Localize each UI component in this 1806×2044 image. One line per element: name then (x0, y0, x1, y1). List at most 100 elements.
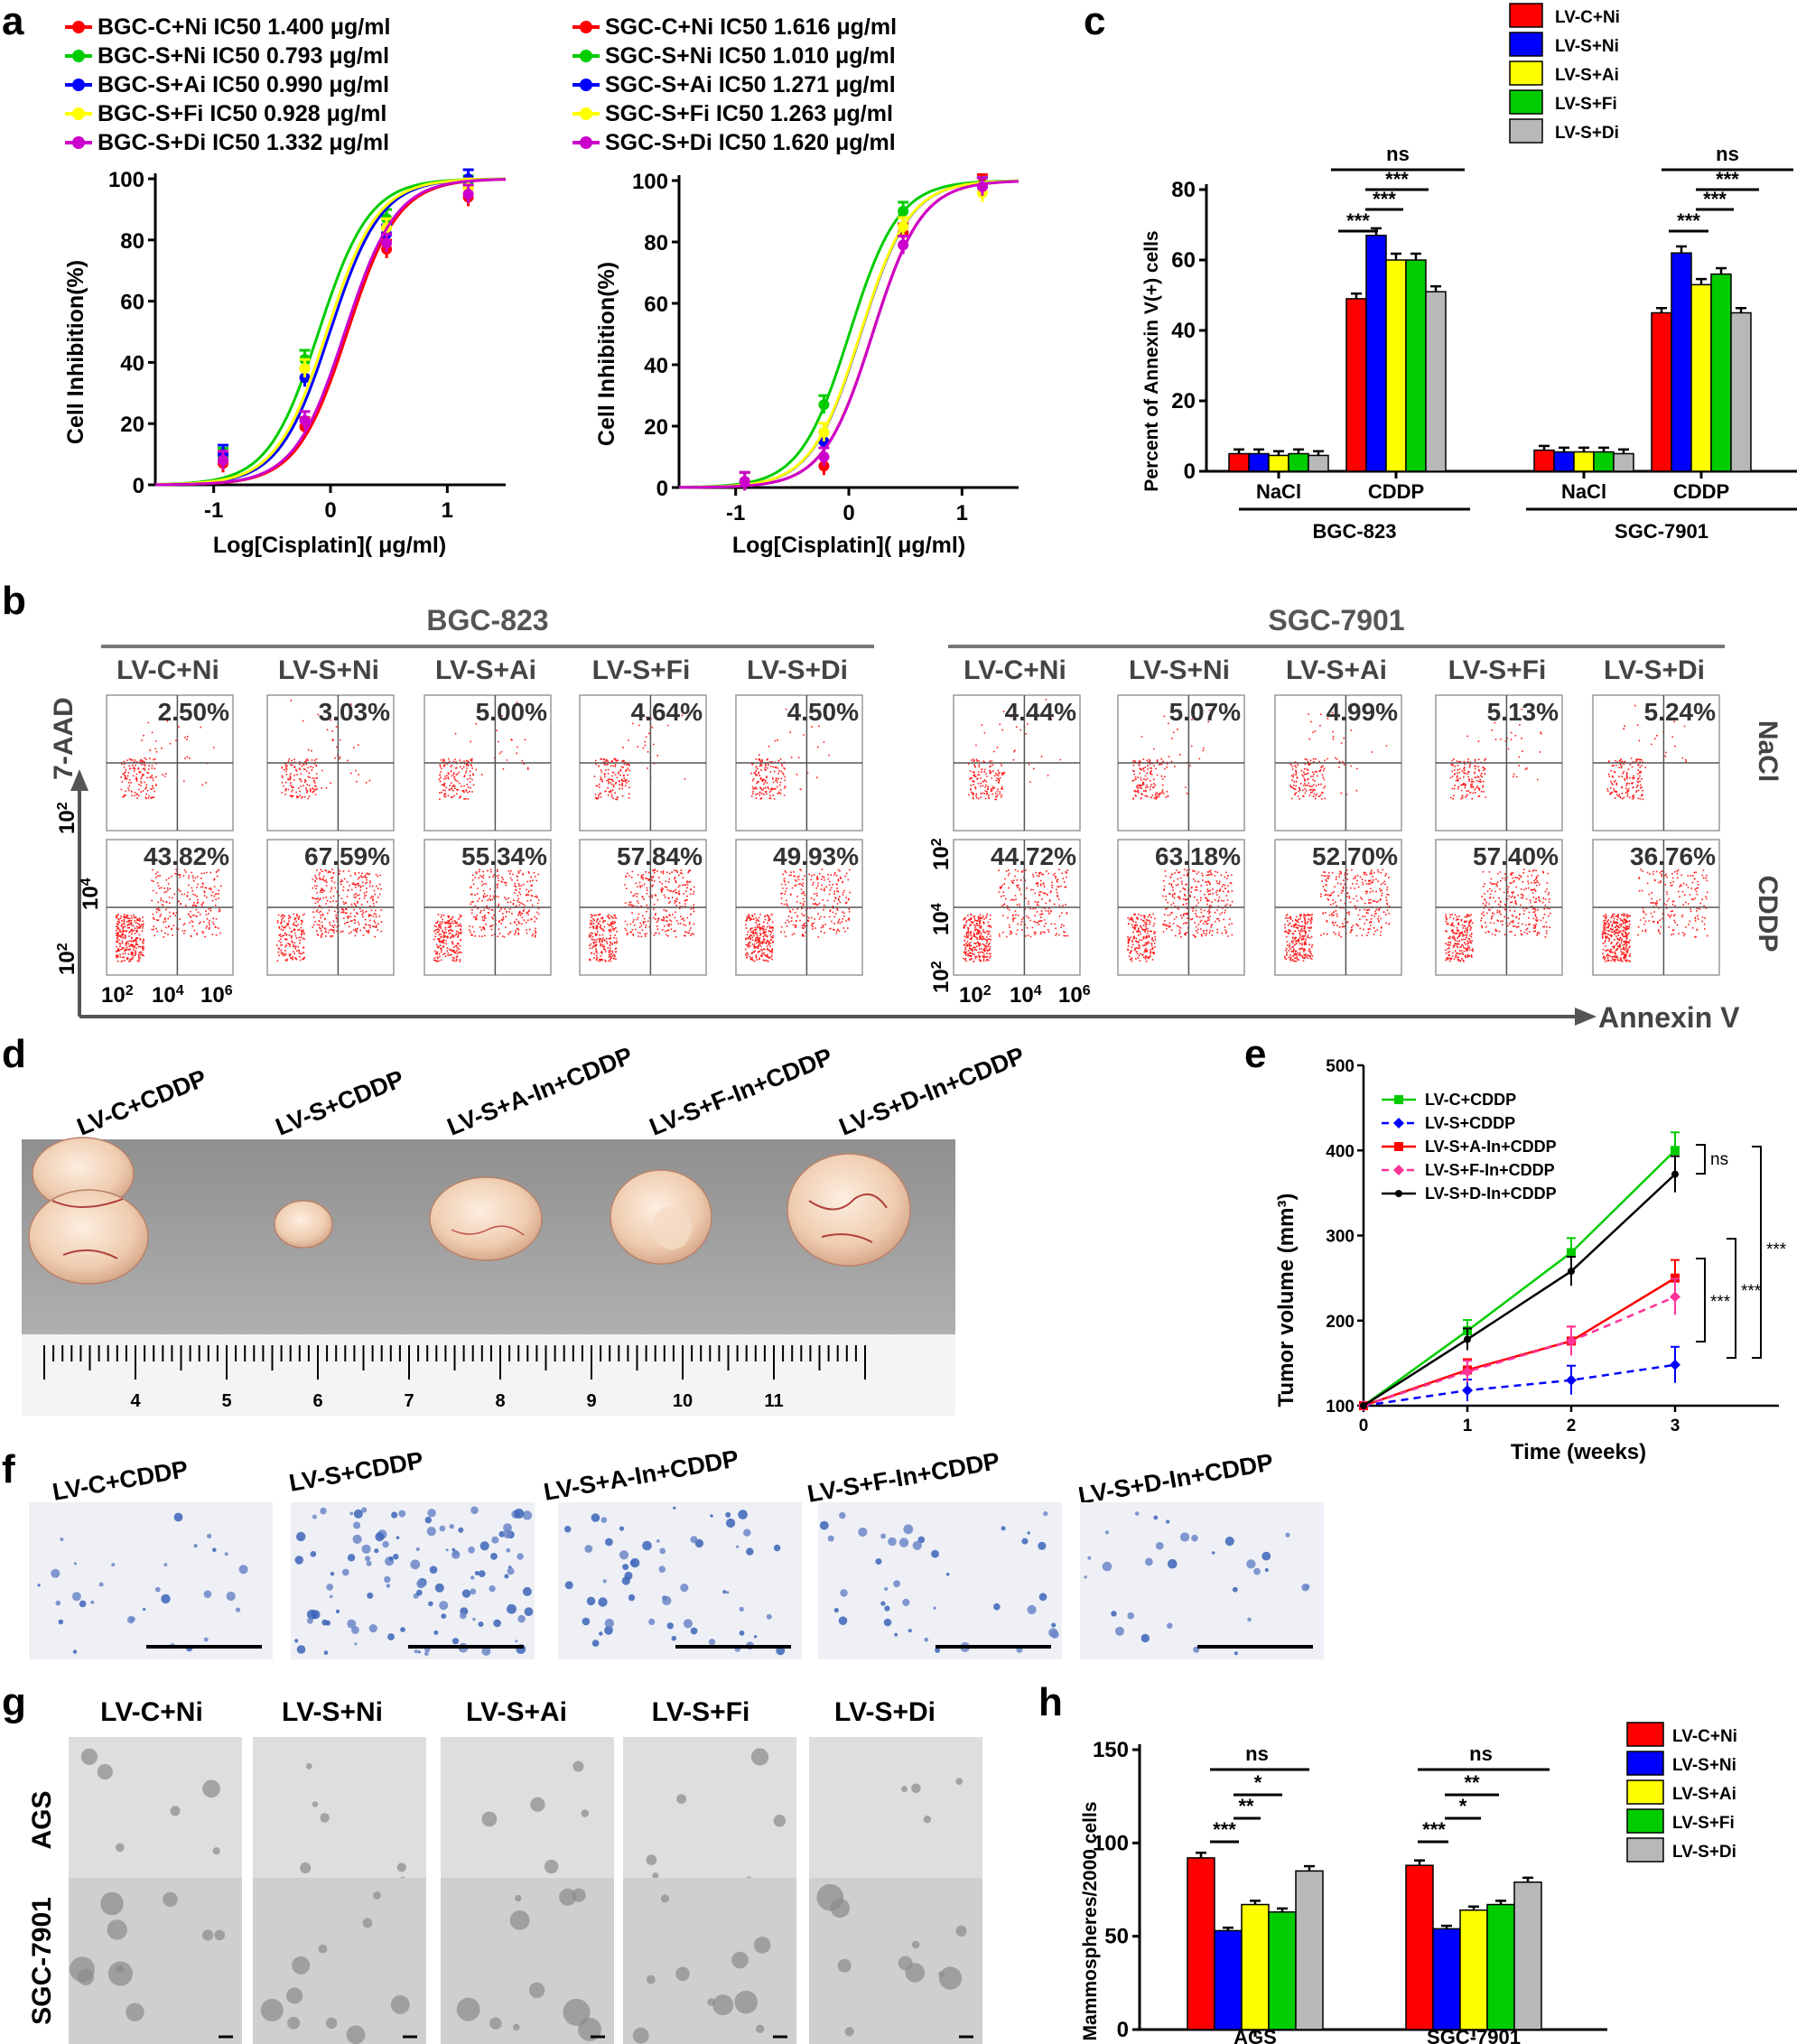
sphere (202, 1779, 220, 1798)
legend-marker (1394, 1095, 1403, 1104)
sphere (660, 1894, 669, 1903)
b-xtick-exp: 2 (983, 983, 991, 999)
flow-plot: 4.50% (735, 694, 863, 832)
b-row-label-nacl: NaCl (1753, 720, 1783, 782)
g-header: LV-S+Ni (282, 1697, 383, 1727)
sig-stars: *** (1385, 168, 1409, 190)
flow-plot: 5.00% (424, 694, 552, 832)
legend-swatch (1626, 1751, 1664, 1776)
data-point (381, 237, 393, 249)
panel-label-h: h (1038, 1680, 1063, 1724)
scatter-dots (593, 714, 686, 801)
sphere (100, 1891, 124, 1916)
y-tick-label: 60 (1171, 248, 1196, 273)
y-tick-label: 50 (1104, 1925, 1129, 1949)
sig-stars: *** (1346, 209, 1370, 232)
stained-cell (880, 1601, 886, 1606)
g-header: LV-S+Ai (466, 1697, 567, 1727)
sphere (170, 1806, 181, 1816)
b-flow-plots: 2.50% 3.03% 5.00% 4.64% 4.50% 43.82% 67.59% 55.… (106, 694, 1720, 976)
sig-ns: ns (1245, 1742, 1269, 1765)
flow-plot: 2.50% (106, 694, 234, 832)
ruler-number: 8 (495, 1391, 505, 1411)
c-xgroups: BGC-823 SGC-7901 (1239, 507, 1797, 543)
tumor-4 (610, 1169, 712, 1265)
sig-ns: ns (1716, 143, 1739, 165)
panel-a: BGC-C+Ni IC50 1.400 μg/ml BGC-S+Ni IC50 … (63, 14, 1019, 558)
panel-d: 4 5 6 7 8 9 10 11 LV-C+CDDP LV-S+CDD (22, 1042, 1029, 1416)
sphere (97, 1763, 113, 1780)
sphere-background (69, 1878, 242, 2044)
x-tick-label: CDDP (1368, 480, 1424, 503)
sphere (734, 1990, 758, 2014)
bar (1308, 454, 1329, 472)
stained-cell (479, 1541, 489, 1551)
stained-cell (330, 1572, 335, 1576)
sphere (712, 1994, 734, 2016)
sphere (573, 1761, 584, 1772)
stained-cell (353, 1509, 363, 1519)
flow-percentage: 55.34% (461, 842, 547, 870)
stained-cell (838, 1616, 848, 1625)
flow-percentage: 4.99% (1327, 698, 1398, 726)
stained-cell (452, 1638, 460, 1645)
sig-stars: *** (1716, 168, 1739, 190)
sphere (396, 1863, 406, 1872)
flow-plot: 55.34% (424, 839, 552, 976)
flow-plot: 4.44% (953, 694, 1081, 832)
d-labels: LV-C+CDDP LV-S+CDDP LV-S+A-In+CDDP LV-S+… (73, 1042, 1029, 1141)
stained-cell (1167, 1622, 1173, 1629)
fit-curve (154, 177, 507, 487)
stained-cell (621, 1576, 630, 1585)
stained-cell (51, 1568, 61, 1578)
sphere (901, 1786, 908, 1793)
stained-cell (726, 1591, 730, 1594)
panel-label-f: f (2, 1447, 15, 1491)
stained-cell (1084, 1575, 1087, 1579)
g-header: LV-C+Ni (100, 1697, 203, 1727)
y-tick-label: 20 (644, 415, 668, 440)
e-legend: LV-C+CDDP LV-S+CDDP LV-S+A-In+CDDP LV-S+… (1425, 1091, 1557, 1203)
series-line (1363, 1173, 1676, 1408)
stained-cell (662, 1595, 672, 1606)
stained-cell (203, 1590, 212, 1598)
scatter-dots (963, 869, 1069, 962)
legend-swatch (1509, 118, 1543, 144)
stained-cell (321, 1619, 329, 1626)
stained-cell (710, 1514, 713, 1518)
data-point (299, 372, 311, 384)
stained-cell (375, 1532, 385, 1542)
x-tick-label: 1 (442, 498, 453, 523)
data-point (898, 221, 909, 232)
stained-cell (514, 1509, 525, 1519)
stained-cell (1212, 1551, 1215, 1555)
stained-cell (1001, 1526, 1006, 1531)
b-ytick-base: 10 (929, 846, 954, 870)
data-point (1671, 1170, 1679, 1178)
scatter-dots (115, 869, 222, 962)
scatter-dots (275, 869, 383, 962)
stained-cell (833, 1607, 839, 1613)
b-ytick-exp: 2 (929, 838, 945, 846)
stained-cell (491, 1536, 499, 1544)
sig-bracket (1696, 1258, 1706, 1343)
stained-cell (354, 1642, 358, 1646)
stained-cell (428, 1601, 433, 1607)
b-xtick: 106 (200, 983, 233, 1008)
b-group-header: LV-C+Ni (964, 655, 1066, 685)
b-xtick: 106 (1058, 983, 1091, 1008)
stained-cell (323, 1650, 329, 1655)
sig-stars: *** (1766, 1240, 1787, 1259)
stained-cell (410, 1559, 421, 1570)
bar (1295, 1870, 1324, 2030)
flow-percentage: 67.59% (304, 842, 390, 870)
b-xtick: 102 (959, 983, 991, 1008)
stained-cell (591, 1640, 600, 1647)
sphere (844, 2027, 854, 2037)
sphere-background (809, 1737, 982, 1905)
b-xaxis-label: Annexin V (1598, 1001, 1740, 1034)
sphere (515, 1894, 522, 1902)
f-labels: LV-C+CDDP LV-S+CDDP LV-S+A-In+CDDP LV-S+… (51, 1445, 1275, 1509)
stained-cell (515, 1640, 518, 1643)
